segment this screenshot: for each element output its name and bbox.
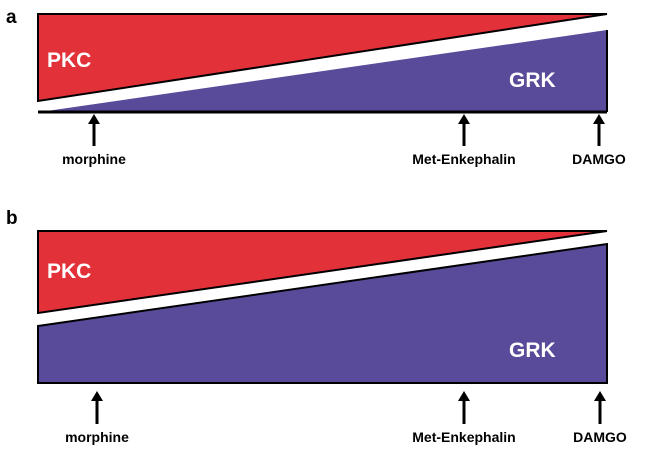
panel-a-grk-label: GRK (509, 69, 556, 92)
panel-b-arrow-morphine (91, 391, 103, 424)
panel-a-arrow-damgo (593, 114, 605, 146)
panel-b-pkc-region (37, 230, 608, 315)
panel-b-pkc-label: PKC (47, 260, 91, 283)
panel-a-letter: a (6, 7, 17, 28)
panel-a-agonist-damgo: DAMGO (572, 151, 626, 167)
panel-b-agonist-morphine: morphine (65, 429, 129, 445)
panel-b-agonist-damgo: DAMGO (573, 429, 627, 445)
panel-b-letter: b (6, 208, 18, 229)
panel-a-pkc-label: PKC (47, 49, 91, 72)
panel-a-agonist-met-enkephalin: Met-Enkephalin (412, 151, 515, 167)
panel-a-arrow-met-enkephalin (458, 114, 470, 146)
panel-b-arrow-damgo (594, 391, 606, 424)
panel-a-grk-region (40, 30, 607, 112)
panel-a-agonist-morphine: morphine (62, 151, 126, 167)
panel-b-agonist-met-enkephalin: Met-Enkephalin (412, 429, 515, 445)
panel-a: a PKC GRK morphine Met-Enkephalin DAMGO (6, 7, 626, 167)
panel-b: b PKC GRK morphine Met-Enkephalin DAMGO (6, 208, 627, 445)
panel-a-pkc-region (37, 13, 608, 103)
panel-b-grk-label: GRK (509, 339, 556, 362)
panel-b-arrow-met-enkephalin (458, 391, 470, 424)
panel-a-arrow-morphine (88, 114, 100, 146)
panel-b-grk-region (37, 242, 608, 384)
